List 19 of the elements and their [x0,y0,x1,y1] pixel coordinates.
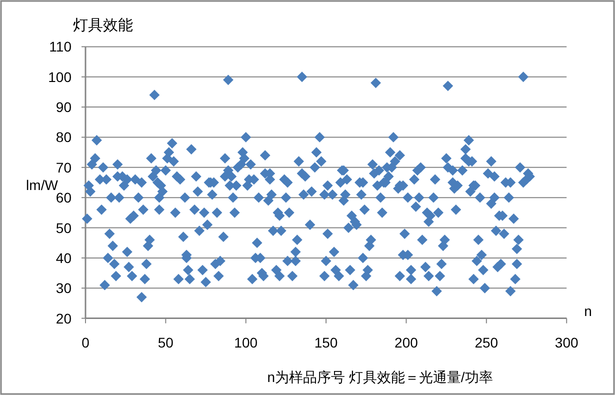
x-tick-label: 300 [554,334,578,350]
y-tick-label: 40 [56,250,72,266]
y-tick-label: 100 [48,68,72,85]
x-tick-label: 0 [82,334,90,350]
y-tick-label: 110 [49,38,72,55]
x-tick-label: 100 [234,334,258,350]
x-axis-title: n [584,303,592,319]
x-tick-label: 250 [474,334,498,350]
y-tick-label: 30 [56,280,72,296]
text: n为样品序号 灯具效能＝光通量/功率 [267,369,493,385]
y-tick-label: 70 [56,159,72,176]
y-tick-label: 80 [56,129,72,146]
x-tick-label: 200 [394,334,418,350]
chart-title: 灯具效能 [73,17,133,34]
y-tick-label: 20 [56,310,72,326]
y-tick-label: 50 [56,220,72,236]
x-tick-label: 50 [158,334,174,350]
y-tick-label: 90 [56,99,72,116]
x-tick-label: 150 [314,334,338,350]
